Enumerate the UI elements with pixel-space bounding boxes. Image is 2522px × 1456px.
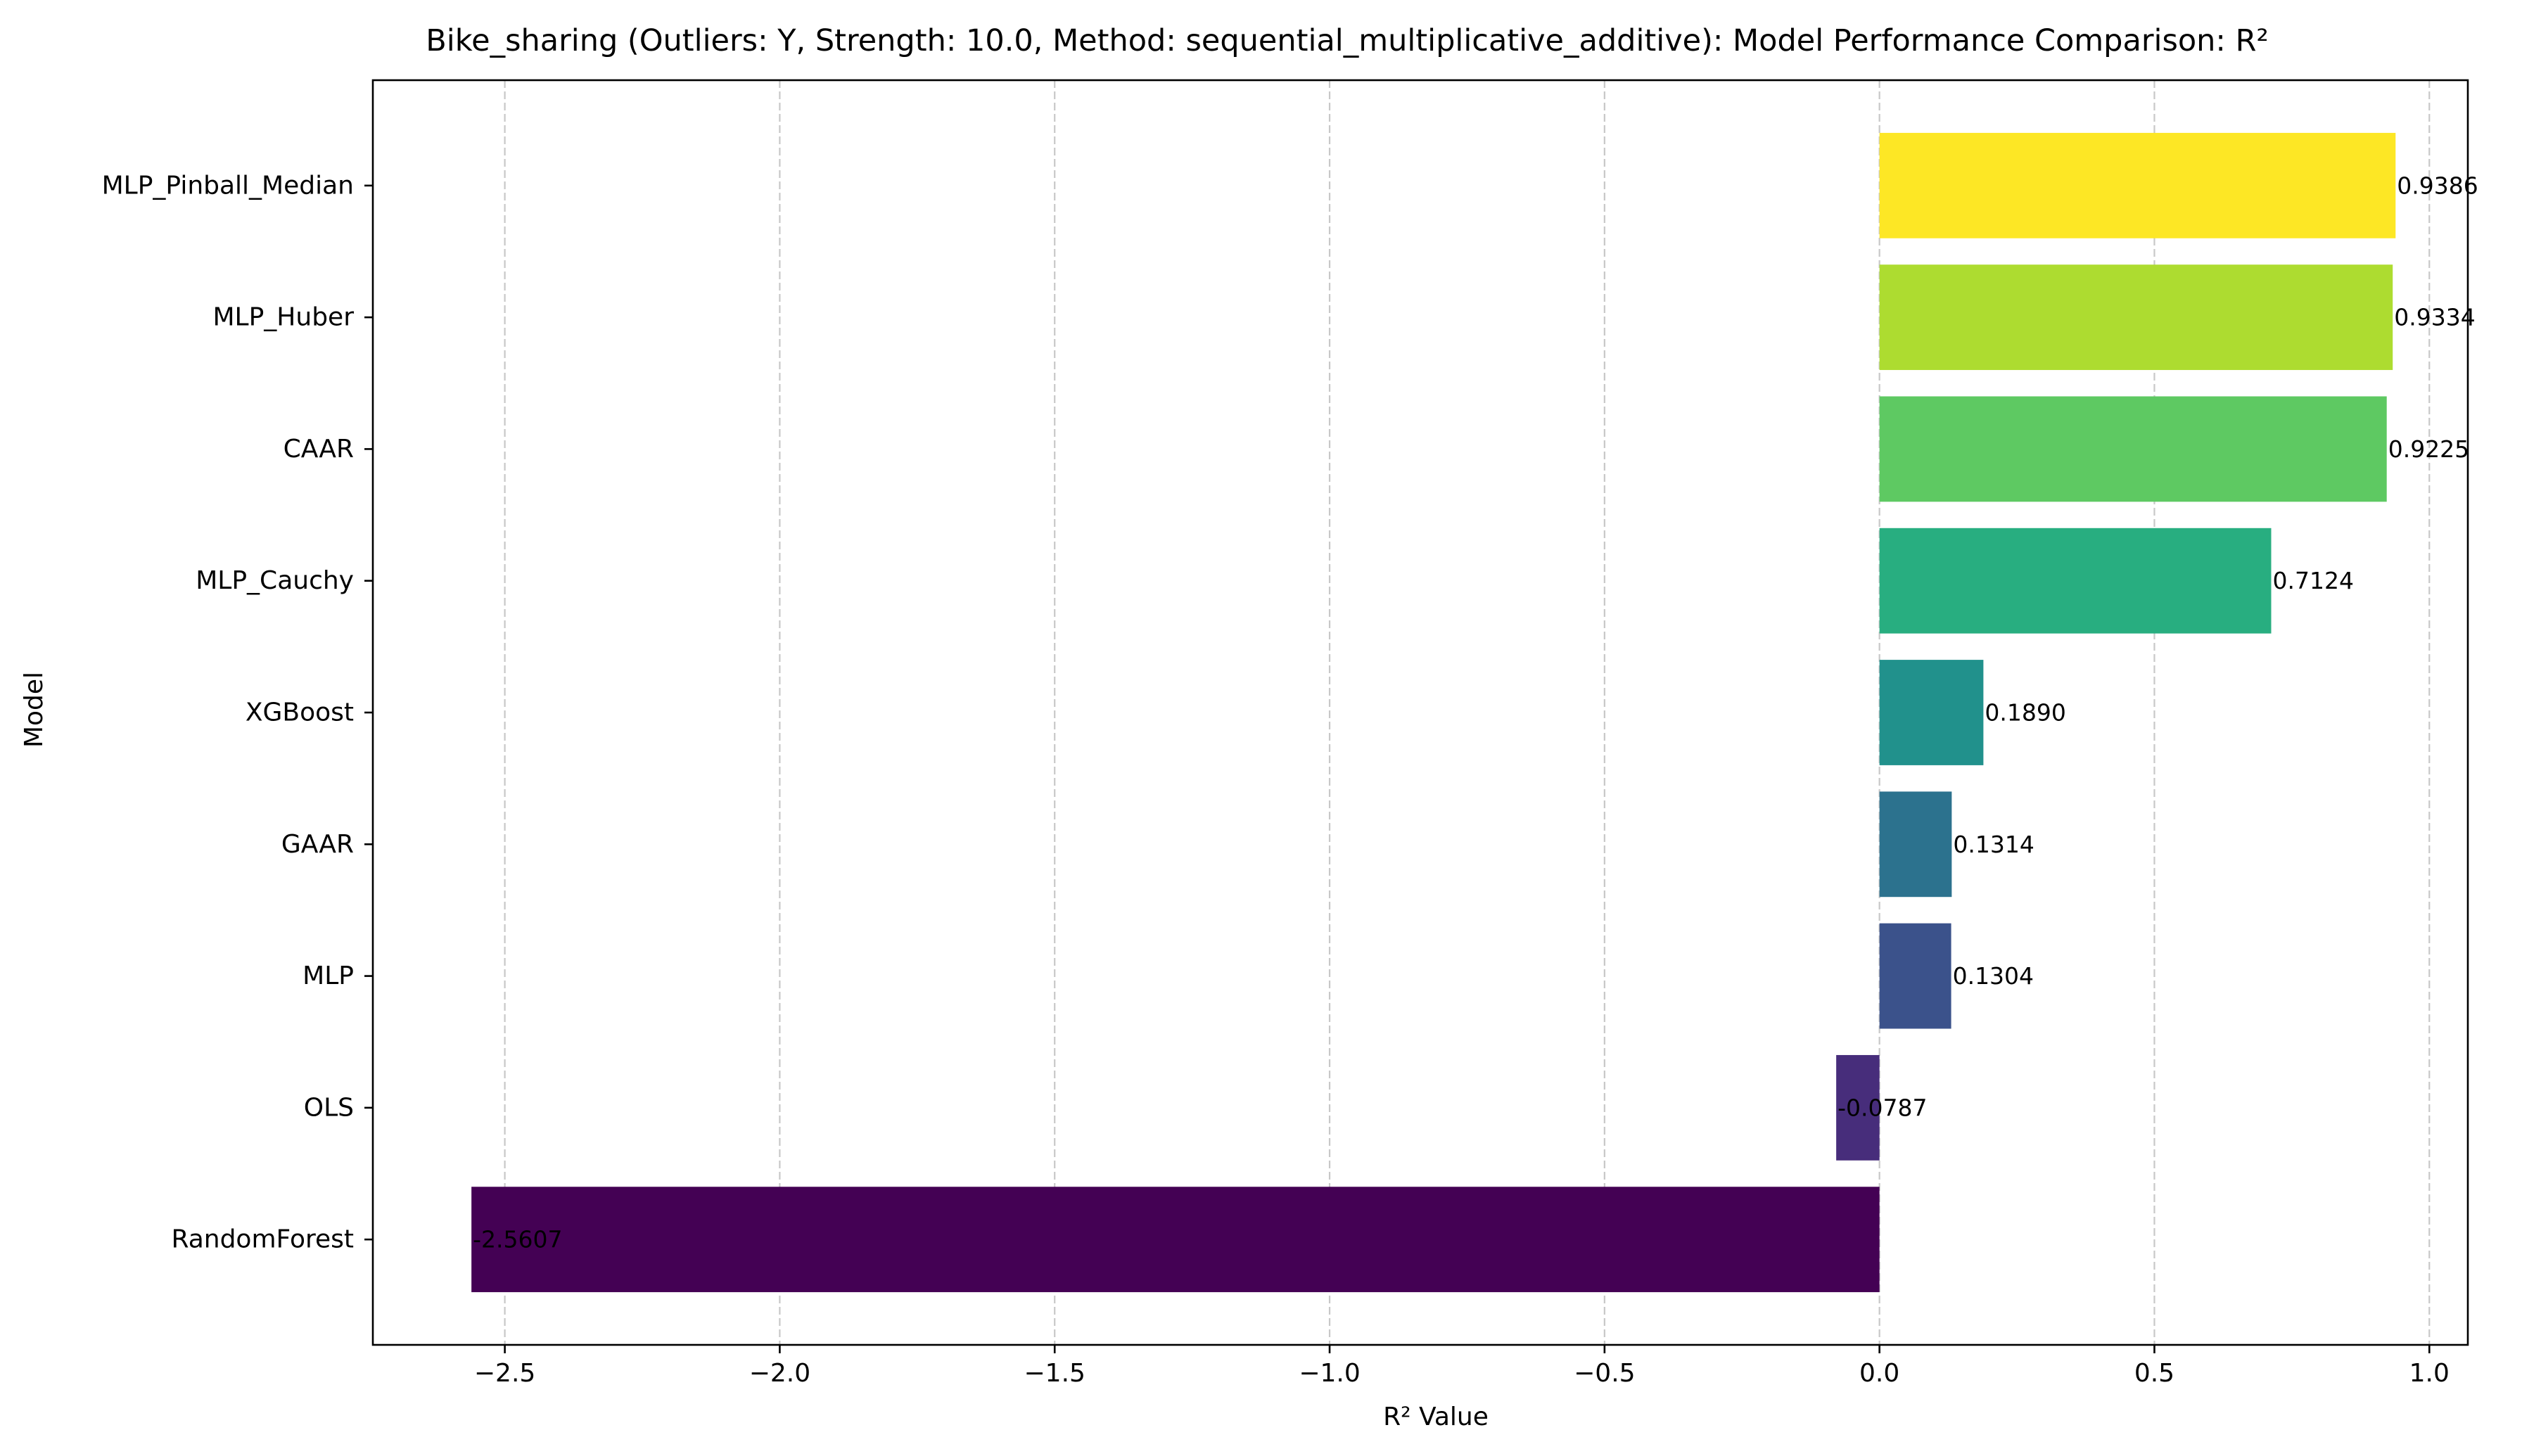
bar bbox=[1879, 264, 2393, 371]
bar bbox=[1836, 1054, 1880, 1161]
x-tick-label: −0.5 bbox=[1574, 1359, 1635, 1388]
y-axis-label: Model bbox=[20, 672, 49, 748]
data-labels: 0.9386 0.9334 0.9225 0.7124 0.1890 0.1314 0.13… bbox=[473, 172, 2478, 1253]
y-tick-label: RandomForest bbox=[171, 1225, 354, 1254]
bars bbox=[471, 132, 2396, 1293]
bar-value-label: 0.7124 bbox=[2272, 567, 2353, 594]
y-tick-label: MLP_Pinball_Median bbox=[102, 171, 354, 200]
x-tick-label: −2.5 bbox=[474, 1359, 535, 1388]
y-tick-label: XGBoost bbox=[246, 698, 354, 727]
chart-title: Bike_sharing (Outliers: Y, Strength: 10.… bbox=[426, 23, 2268, 58]
bar-value-label: 0.1890 bbox=[1985, 699, 2065, 727]
y-tick-label: MLP bbox=[302, 962, 354, 990]
x-axis-label: R² Value bbox=[1383, 1403, 1489, 1431]
axes: −2.5 −2.0 −1.5 −1.0 −0.5 0.0 0.5 1.0 MLP_Pinball… bbox=[102, 79, 2469, 1388]
y-tick-label: CAAR bbox=[284, 435, 354, 464]
bar bbox=[1879, 660, 1984, 765]
y-tick-label: MLP_Cauchy bbox=[196, 566, 354, 595]
x-tick-label: −2.0 bbox=[749, 1359, 810, 1388]
bar bbox=[1879, 791, 1952, 898]
y-tick-label: MLP_Huber bbox=[212, 303, 354, 332]
bar bbox=[1879, 396, 2387, 502]
bar bbox=[1879, 923, 1951, 1029]
x-tick-label: 0.5 bbox=[2134, 1359, 2174, 1388]
bar-value-label: 0.1314 bbox=[1953, 831, 2034, 858]
bar-value-label: -2.5607 bbox=[473, 1226, 562, 1253]
bar-value-label: -0.0787 bbox=[1838, 1094, 1927, 1121]
bar bbox=[471, 1187, 1880, 1293]
bar-value-label: 0.9334 bbox=[2394, 304, 2475, 331]
x-tick-label: 0.0 bbox=[1859, 1359, 1899, 1388]
x-tick-label: −1.0 bbox=[1299, 1359, 1360, 1388]
bar-value-label: 0.1304 bbox=[1953, 962, 2034, 990]
x-tick-label: 1.0 bbox=[2409, 1359, 2450, 1388]
y-tick-label: OLS bbox=[304, 1093, 354, 1122]
bar-value-label: 0.9225 bbox=[2388, 435, 2469, 463]
bar bbox=[1879, 528, 2272, 634]
y-tick-label: GAAR bbox=[281, 830, 354, 859]
bar-value-label: 0.9386 bbox=[2397, 172, 2478, 199]
x-tick-label: −1.5 bbox=[1024, 1359, 1085, 1388]
bar bbox=[1879, 132, 2396, 238]
